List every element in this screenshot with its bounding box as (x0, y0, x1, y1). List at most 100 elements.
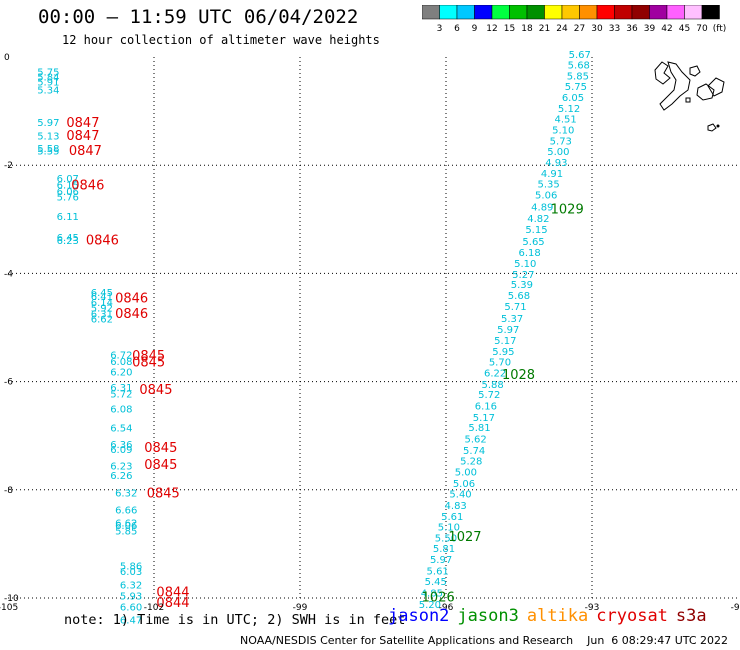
left-track-labels: 5.755.845.915.34 5.97 5.13 5.585.55 6.076.15… (37, 68, 142, 627)
wave-height-label: 5.73 (550, 136, 572, 147)
pass-time-label: 1029 (551, 202, 584, 217)
colorbar-label: 36 (626, 24, 638, 34)
wave-height-label: 6.26 (110, 471, 132, 482)
galapagos-islands-coastline (654, 61, 725, 132)
wave-height-label: 4.89 (531, 202, 553, 213)
wave-height-label: 6.14 (91, 298, 113, 309)
wave-height-label: 5.75 (37, 68, 59, 79)
wave-height-label: 6.06 (115, 521, 137, 532)
wave-height-label: 5.06 (453, 479, 475, 490)
pass-time-labels: 0847084708470846084608460846084508450845… (66, 116, 583, 611)
colorbar-label: 21 (539, 24, 550, 34)
wave-height-label: 5.37 (501, 314, 523, 325)
wave-height-label: 5.67 (569, 50, 591, 61)
wave-height-label: 5.12 (558, 104, 580, 115)
page-subtitle: 12 hour collection of altimeter wave hei… (62, 33, 380, 47)
wave-height-label: 5.70 (489, 358, 511, 369)
pass-time-label: 0845 (144, 458, 177, 473)
wave-height-label: 5.65 (522, 237, 544, 248)
colorbar-label: 42 (661, 24, 672, 34)
wave-height-label: 5.00 (547, 147, 569, 158)
wave-height-label: 5.17 (473, 413, 495, 424)
x-tick-label: -99 (293, 603, 308, 613)
wave-height-label: 6.32 (115, 489, 137, 500)
wave-height-label: 6.45 (91, 288, 113, 299)
wave-height-label: 5.40 (449, 490, 471, 501)
wave-height-label: 5.55 (37, 147, 59, 158)
y-tick-label: -6 (4, 378, 13, 388)
wave-height-label: 6.20 (110, 367, 132, 378)
colorbar-label: 70 (696, 24, 708, 34)
wave-height-label: 5.84 (37, 72, 59, 83)
pass-time-label: 0847 (66, 129, 99, 144)
wave-height-label: 6.08 (110, 357, 132, 368)
wave-height-label: 6.16 (475, 401, 497, 412)
pass-time-label: 0846 (115, 307, 148, 322)
right-track-labels: 5.675.685.855.756.055.124.515.105.735.00… (419, 50, 591, 611)
wave-height-label: 5.71 (504, 302, 526, 313)
wave-height-label: 6.23 (57, 236, 79, 247)
pass-time-label: 0846 (71, 179, 104, 194)
wave-height-label: 5.91 (37, 77, 59, 88)
wave-height-label: 5.85 (115, 526, 137, 537)
grid-lines (8, 57, 738, 599)
wave-height-label: 5.06 (535, 190, 557, 201)
wave-height-label: 5.10 (514, 259, 536, 270)
colorbar-label: 27 (574, 24, 585, 34)
pass-time-label: 0845 (132, 356, 165, 371)
wave-height-label: 6.66 (115, 505, 137, 516)
wave-height-label: 5.61 (427, 566, 449, 577)
wave-height-label: 5.39 (511, 280, 533, 291)
y-tick-label: 0 (4, 53, 10, 63)
pass-time-label: 1027 (448, 530, 481, 545)
wave-height-label: 6.06 (57, 187, 79, 198)
axis-tick-labels: -105 -102 -99 -96 -93 -90 0 -2 -4 -6 -8 -10 (0, 53, 740, 613)
wave-height-label: 6.36 (110, 440, 132, 451)
colorbar-label: 18 (521, 24, 533, 34)
wave-height-label: 4.82 (527, 214, 549, 225)
wave-height-label: 6.62 (115, 518, 137, 529)
wave-height-label: 5.00 (455, 467, 477, 478)
colorbar-label: 12 (486, 24, 497, 34)
x-tick-label: -105 (0, 603, 18, 613)
satellite-legend-cryosat: cryosat (596, 606, 668, 626)
pass-time-label: 0845 (139, 383, 172, 398)
x-tick-label: -90 (731, 603, 740, 613)
colorbar-label: 39 (644, 24, 656, 34)
wave-height-label: 5.95 (492, 347, 514, 358)
wave-height-label: 5.45 (425, 577, 447, 588)
wave-height-label: 4.85 (421, 589, 443, 600)
wave-height-label: 5.81 (468, 423, 490, 434)
wave-height-label: 6.08 (110, 405, 132, 416)
wave-height-label: 5.13 (37, 131, 59, 142)
wave-height-label: 4.93 (545, 158, 567, 169)
wave-height-label: 5.93 (120, 591, 142, 602)
wave-height-label: 5.85 (567, 71, 589, 82)
wave-height-label: 6.72 (110, 351, 132, 362)
pass-time-label: 0847 (69, 144, 102, 159)
pass-time-label: 0844 (156, 586, 189, 601)
colorbar-label: (ft) (713, 24, 727, 34)
wave-height-label: 6.22 (484, 368, 506, 379)
wave-height-label: 6.18 (519, 248, 541, 259)
wave-height-label: 5.27 (512, 270, 534, 281)
wave-height-label: 6.05 (562, 93, 584, 104)
wave-height-label: 5.68 (568, 61, 590, 72)
x-tick-label: -96 (439, 603, 454, 613)
wave-height-label: 5.10 (552, 125, 574, 136)
pass-time-label: 0846 (115, 292, 148, 307)
wave-height-label: 5.34 (37, 85, 59, 96)
colorbar-label: 9 (472, 24, 478, 34)
pass-time-label: 0845 (147, 487, 180, 502)
wave-height-label: 5.92 (91, 303, 113, 314)
wave-height-label: 5.88 (482, 380, 504, 391)
wave-height-label: 5.17 (494, 336, 516, 347)
wave-height-label: 5.75 (565, 82, 587, 93)
y-tick-label: -4 (4, 269, 13, 279)
wave-height-label: 6.31 (91, 309, 113, 320)
wave-height-label: 5.86 (120, 562, 142, 573)
x-tick-label: -102 (144, 603, 164, 613)
wave-height-label: 6.11 (57, 212, 79, 223)
wave-height-label: 5.58 (37, 144, 59, 155)
pass-time-label: 0844 (156, 596, 189, 611)
